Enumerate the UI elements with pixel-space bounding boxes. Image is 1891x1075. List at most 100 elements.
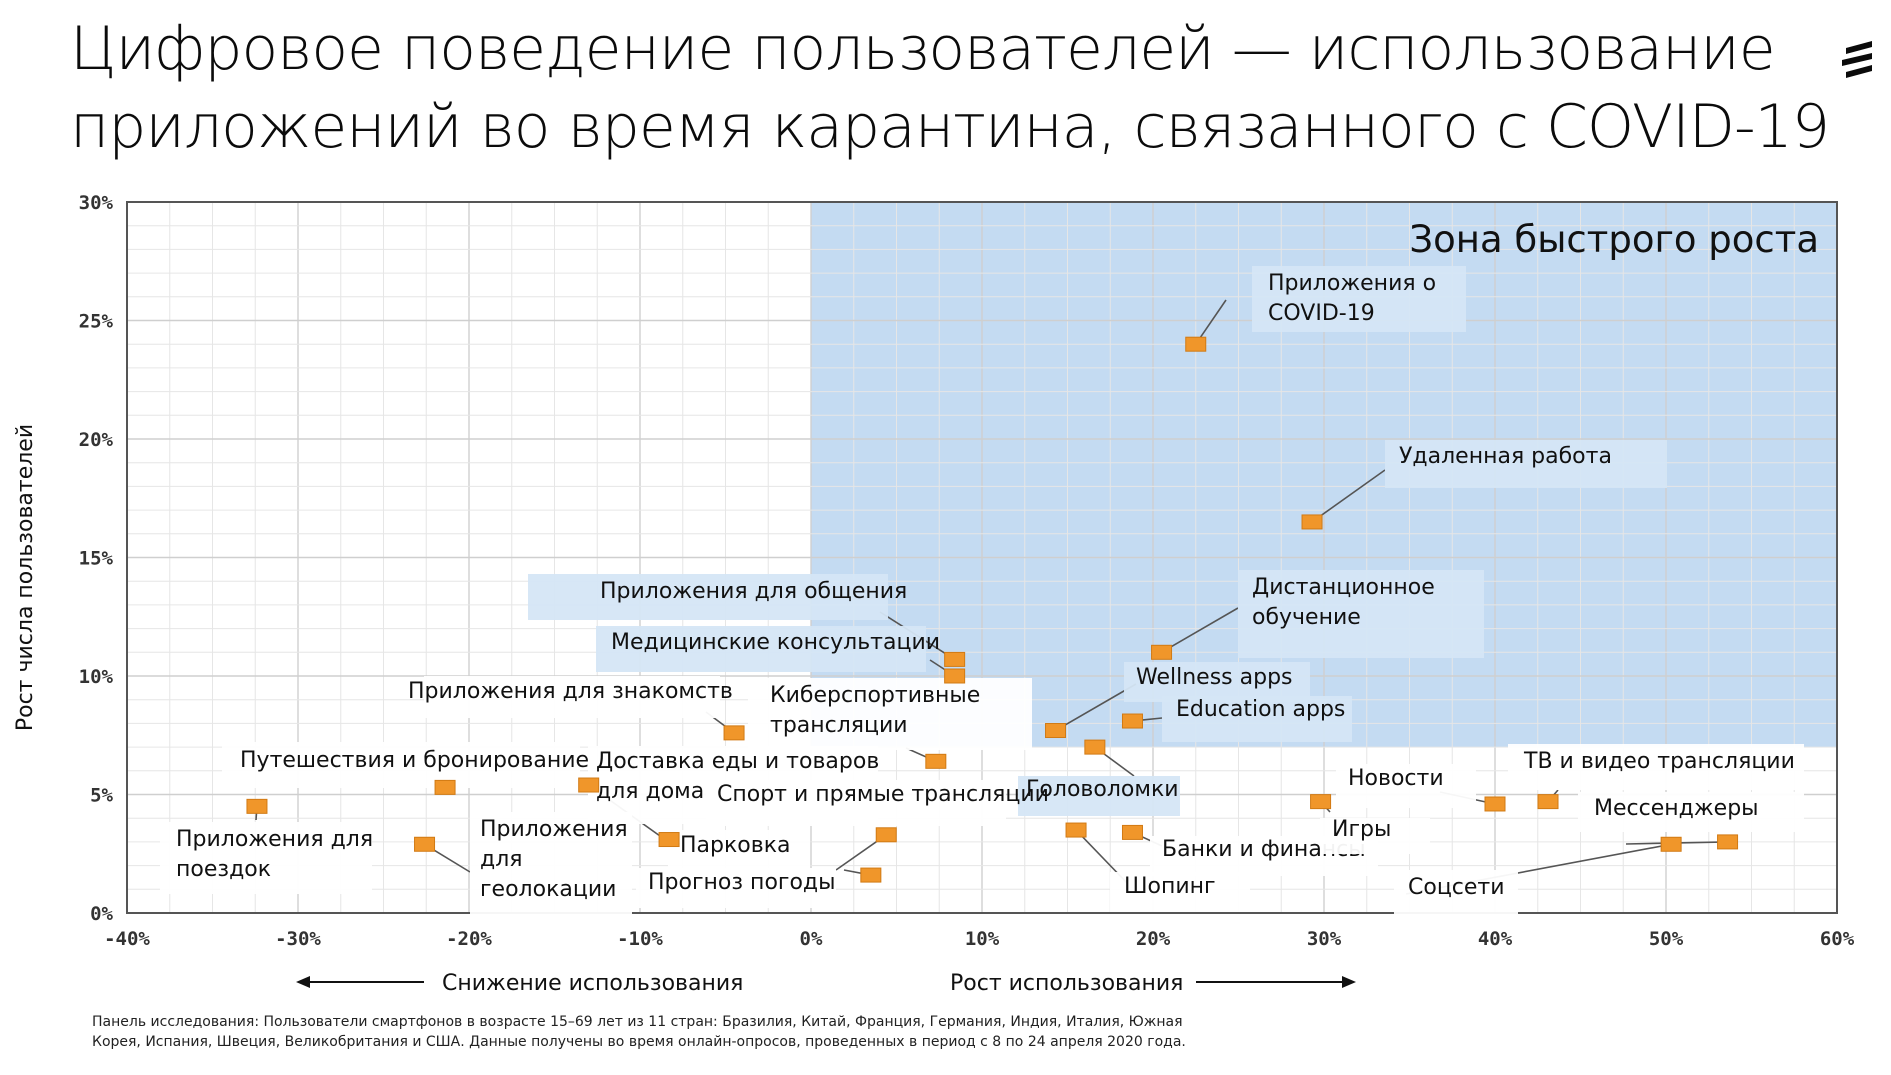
x-axis-left-label: Снижение использования <box>442 971 743 996</box>
axis-ticks: -40% -30% -20% -10% 0% 10% 20% 30% 40% 50% 60% 0% 5%… <box>79 192 1855 950</box>
y-tick-label: 20% <box>79 429 114 451</box>
point-label-line: COVID-19 <box>1268 301 1375 326</box>
data-point <box>1121 713 1143 729</box>
y-tick-label: 0% <box>90 903 113 925</box>
point-label: Игры <box>1332 817 1391 842</box>
label-background <box>596 626 926 672</box>
data-point <box>1484 796 1506 812</box>
data-point <box>578 777 600 793</box>
footnote: Панель исследования: Пользователи смартф… <box>92 1012 1192 1052</box>
point-label-line: Приложения о <box>1268 271 1436 296</box>
x-tick-label: 50% <box>1649 928 1684 950</box>
point-label: Путешествия и бронирование <box>240 748 589 773</box>
point-label: Дистанционное обучение <box>1252 575 1435 630</box>
data-point <box>944 651 966 667</box>
page-title: Цифровое поведение пользователей — испол… <box>70 10 1830 166</box>
x-tick-label: 0% <box>800 928 823 950</box>
label-background <box>222 742 580 788</box>
point-label-line: Путешествия и бронирование <box>240 748 589 773</box>
title-line: приложений во время карантина, связанног… <box>70 92 1830 162</box>
data-point <box>658 832 680 848</box>
point-label: Новости <box>1348 766 1444 791</box>
label-background <box>668 830 810 872</box>
y-tick-label: 30% <box>79 192 114 214</box>
data-point <box>414 836 436 852</box>
point-label-line: Дистанционное <box>1252 575 1435 600</box>
point-label-line: Доставка еды и товаров <box>596 749 879 774</box>
point-label: Спорт и прямые трансляции <box>717 782 1049 807</box>
data-point <box>723 725 745 741</box>
label-background <box>706 780 1006 826</box>
x-tick-label: 40% <box>1478 928 1513 950</box>
point-label-line: Wellness apps <box>1136 665 1293 690</box>
point-label-line: Прогноз погоды <box>648 870 836 895</box>
point-label-line: геолокации <box>480 877 616 902</box>
x-tick-label: 60% <box>1820 928 1855 950</box>
point-label: Wellness apps <box>1136 665 1293 690</box>
point-label: Киберспортивные трансляции <box>770 683 980 738</box>
label-background <box>160 822 372 894</box>
y-tick-label: 10% <box>79 666 114 688</box>
point-label: Доставка еды и товаров для дома <box>596 749 879 804</box>
data-point <box>1084 739 1106 755</box>
point-label: Удаленная работа <box>1399 444 1612 469</box>
point-label-line: Education apps <box>1176 697 1345 722</box>
point-label-line: Приложения для общения <box>600 579 907 604</box>
data-point <box>875 827 897 843</box>
left-arrowhead-icon <box>296 976 310 988</box>
point-label-line: Парковка <box>680 833 790 858</box>
point-label: Education apps <box>1176 697 1345 722</box>
point-label: Приложения для общения <box>600 579 907 604</box>
leader-line <box>1161 607 1239 653</box>
x-tick-label: 10% <box>965 928 1000 950</box>
label-background <box>1162 696 1352 742</box>
point-label-line: для <box>480 847 523 872</box>
ericsson-logo-icon <box>1842 41 1872 78</box>
x-tick-label: -30% <box>275 928 321 950</box>
data-point <box>1301 514 1323 530</box>
x-tick-label: -10% <box>617 928 663 950</box>
label-background <box>636 868 836 908</box>
label-background <box>528 574 888 620</box>
point-label-line: ТВ и видео трансляции <box>1523 749 1795 774</box>
label-background <box>1578 792 1804 832</box>
data-point <box>1717 834 1739 850</box>
point-label-line: Удаленная работа <box>1399 444 1612 469</box>
zone-title: Зона быстрого роста <box>1409 218 1819 261</box>
data-point <box>1065 822 1087 838</box>
x-axis-direction: Снижение использования Рост использовани… <box>296 971 1356 996</box>
point-label-line: Спорт и прямые трансляции <box>717 782 1049 807</box>
point-label: Приложения для геолокации <box>480 817 628 902</box>
point-label: Парковка <box>680 833 790 858</box>
point-label: Мессенджеры <box>1594 796 1759 821</box>
data-point <box>1310 794 1332 810</box>
data-point <box>1045 723 1067 739</box>
label-background <box>1320 818 1430 854</box>
label-background <box>1252 266 1466 332</box>
point-label-line: Приложения для знакомств <box>408 679 733 704</box>
footnote-line: Корея, Испания, Швеция, Великобритания и… <box>92 1034 1186 1050</box>
data-point <box>1185 336 1207 352</box>
label-background <box>1385 440 1667 488</box>
y-tick-label: 5% <box>90 785 113 807</box>
point-label: ТВ и видео трансляции <box>1523 749 1795 774</box>
x-tick-label: -20% <box>446 928 492 950</box>
point-label-line: Новости <box>1348 766 1444 791</box>
label-background <box>424 676 720 718</box>
x-tick-label: -40% <box>104 928 150 950</box>
data-point <box>944 668 966 684</box>
label-background <box>1394 870 1518 916</box>
point-label-line: Медицинские консультации <box>611 630 940 655</box>
label-background <box>1508 744 1804 790</box>
point-labels: Приложения о COVID-19 Удаленная работа Дист… <box>160 266 1804 916</box>
x-tick-label: 20% <box>1136 928 1171 950</box>
label-background <box>1124 662 1310 702</box>
point-label-line: для дома <box>596 779 704 804</box>
data-points <box>246 336 1739 883</box>
point-label-line: Соцсети <box>1408 875 1505 900</box>
leader-line <box>1311 469 1386 523</box>
point-label-line: Приложения <box>480 817 628 842</box>
leader-line <box>1055 683 1137 732</box>
data-point <box>1151 644 1173 660</box>
